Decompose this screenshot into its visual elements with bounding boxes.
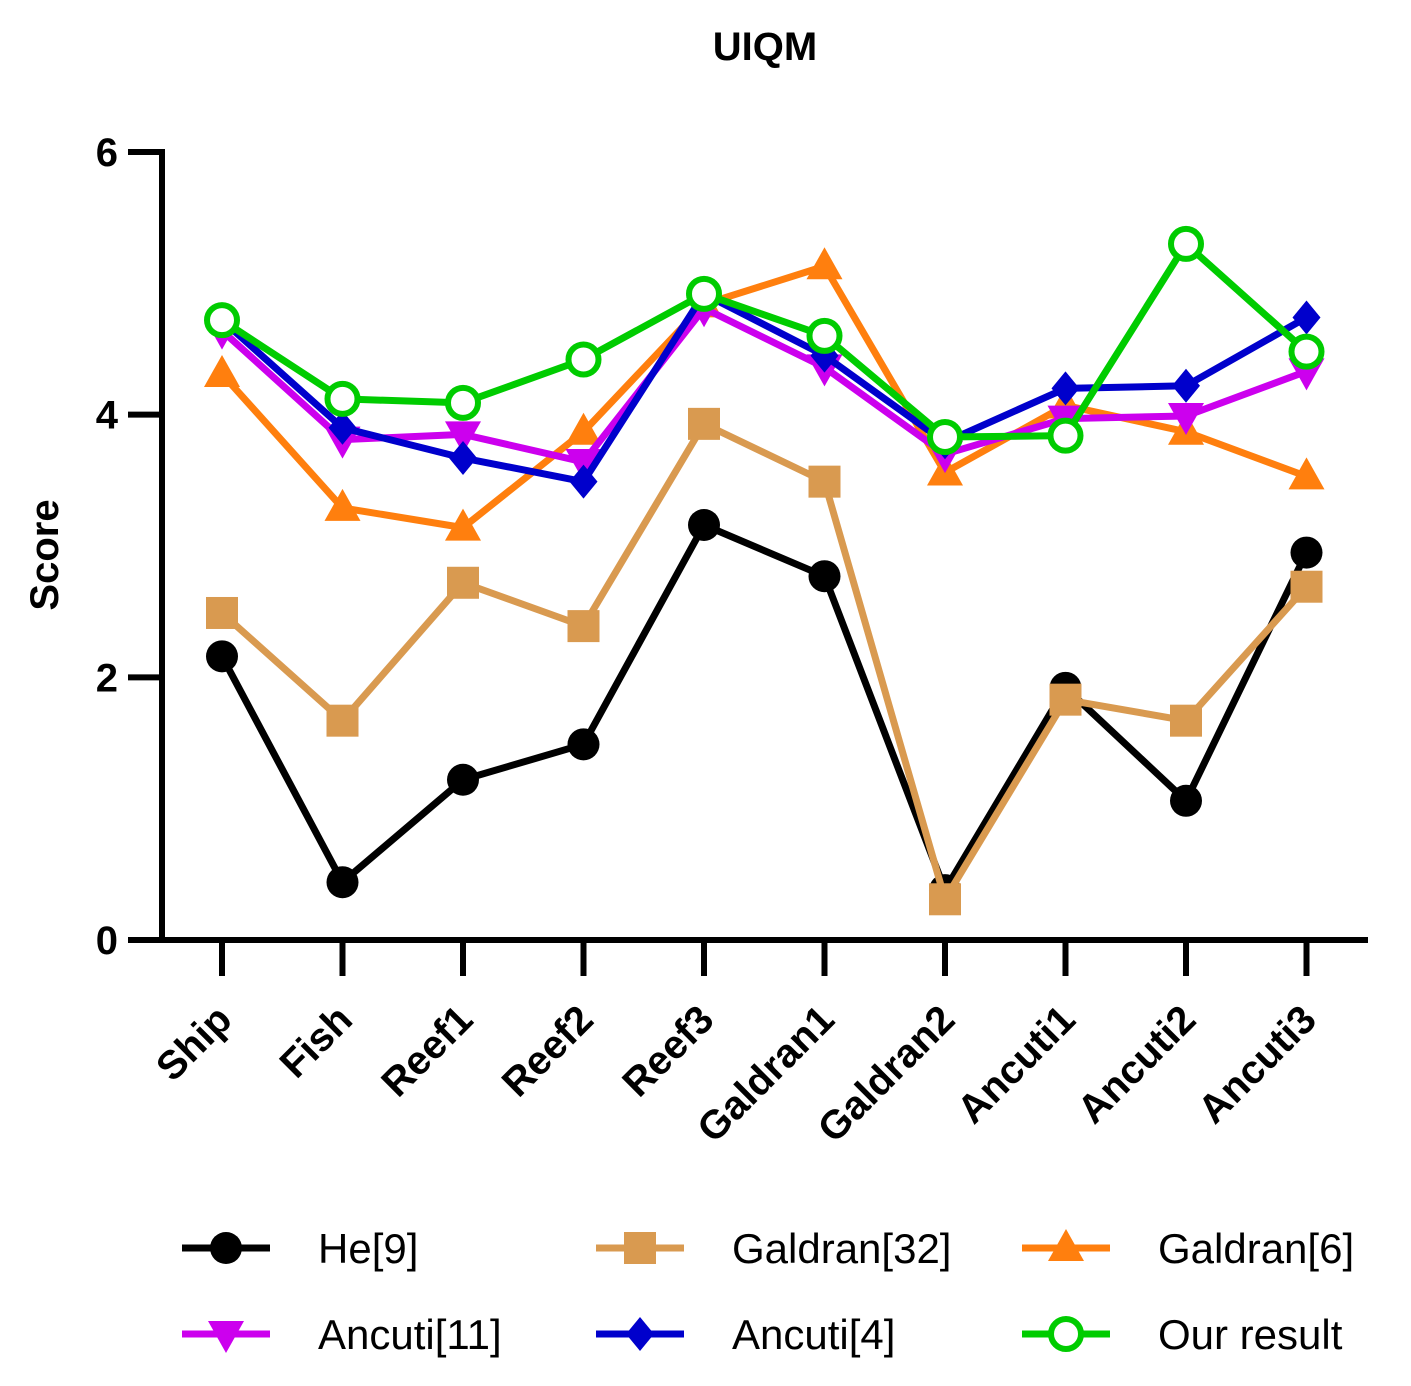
data-point: [688, 508, 720, 541]
data-point: [445, 384, 481, 421]
series-line: [219, 304, 1308, 466]
data-point: [565, 412, 602, 445]
data-point: [1047, 417, 1084, 454]
data-point: [326, 866, 359, 899]
legend-label: Our result: [1158, 1311, 1343, 1358]
data-point: [567, 610, 600, 643]
x-tick-label: Ancuti1: [949, 997, 1084, 1132]
legend: He[9] Galdran[32] Galdran[6] Ancuti[11] Ancu…: [182, 1225, 1354, 1358]
series-layer: [204, 225, 1325, 916]
data-point: [445, 421, 481, 454]
data-point: [565, 341, 602, 378]
data-point: [808, 465, 841, 498]
data-point: [688, 407, 720, 440]
y-tick-label: 4: [96, 394, 119, 438]
y-tick-label: 0: [96, 919, 118, 963]
x-tick-label: Reef1: [373, 997, 481, 1105]
data-point: [445, 508, 481, 541]
x-tick-label: Ship: [148, 997, 240, 1089]
data-point: [806, 247, 843, 280]
legend-marker: [1048, 1229, 1084, 1261]
legend-item: Galdran[6]: [1022, 1225, 1354, 1272]
x-tick-label: Reef3: [614, 997, 722, 1105]
legend-label: Galdran[32]: [732, 1225, 951, 1272]
legend-item: Our result: [1022, 1311, 1343, 1358]
data-point: [1049, 683, 1082, 716]
data-point: [206, 596, 238, 629]
series-ancuti-4: [208, 276, 1321, 499]
data-point: [806, 317, 843, 354]
series-he-9: [206, 508, 1323, 907]
series-line: [218, 521, 1310, 894]
y-axis-label: Score: [23, 499, 67, 610]
data-point: [569, 464, 598, 499]
legend-label: He[9]: [318, 1225, 418, 1272]
series-line: [219, 290, 1309, 486]
data-point: [567, 728, 600, 761]
x-tick-label: Reef2: [494, 997, 602, 1105]
series-galdran-32: [206, 407, 1323, 916]
legend-item: Galdran[32]: [596, 1225, 951, 1272]
x-tick-label: Fish: [272, 997, 361, 1086]
data-point: [1051, 371, 1080, 406]
data-point: [1292, 300, 1321, 335]
data-point: [204, 354, 240, 387]
legend-label: Ancuti[4]: [732, 1311, 895, 1358]
legend-item: Ancuti[4]: [596, 1311, 895, 1358]
y-tick-label: 6: [96, 131, 118, 175]
data-point: [1168, 402, 1204, 435]
data-point: [1288, 333, 1325, 370]
legend-item: Ancuti[11]: [182, 1311, 502, 1358]
legend-marker: [1048, 1316, 1084, 1352]
data-point: [1290, 536, 1323, 569]
x-tick-label: Ancuti2: [1070, 997, 1205, 1132]
data-point: [1170, 704, 1202, 737]
data-point: [324, 488, 361, 521]
legend-marker: [210, 1232, 242, 1264]
data-point: [447, 566, 479, 599]
data-point: [1170, 784, 1202, 817]
data-point: [449, 441, 477, 476]
data-point: [686, 275, 722, 312]
series-line: [219, 420, 1310, 903]
data-point: [1290, 570, 1323, 603]
legend-marker: [626, 1317, 654, 1351]
data-point: [206, 640, 238, 673]
legend-marker: [624, 1232, 656, 1264]
data-point: [927, 418, 963, 455]
data-point: [1168, 225, 1204, 262]
legend-label: Galdran[6]: [1158, 1225, 1354, 1272]
y-tick-label: 2: [96, 656, 118, 700]
data-point: [324, 380, 361, 417]
data-point: [326, 704, 359, 737]
data-point: [1172, 368, 1200, 403]
legend-marker: [208, 1321, 244, 1353]
x-tick-label: Ancuti3: [1190, 997, 1325, 1132]
data-point: [1288, 457, 1325, 490]
data-point: [328, 410, 357, 445]
series-our-result: [204, 225, 1325, 455]
legend-label: Ancuti[11]: [318, 1311, 502, 1358]
data-point: [204, 302, 240, 339]
data-point: [808, 560, 841, 593]
data-point: [447, 763, 479, 796]
series-line: [220, 240, 1309, 441]
chart-title: UIQM: [713, 25, 817, 69]
legend-item: He[9]: [182, 1225, 418, 1272]
data-point: [929, 883, 961, 916]
